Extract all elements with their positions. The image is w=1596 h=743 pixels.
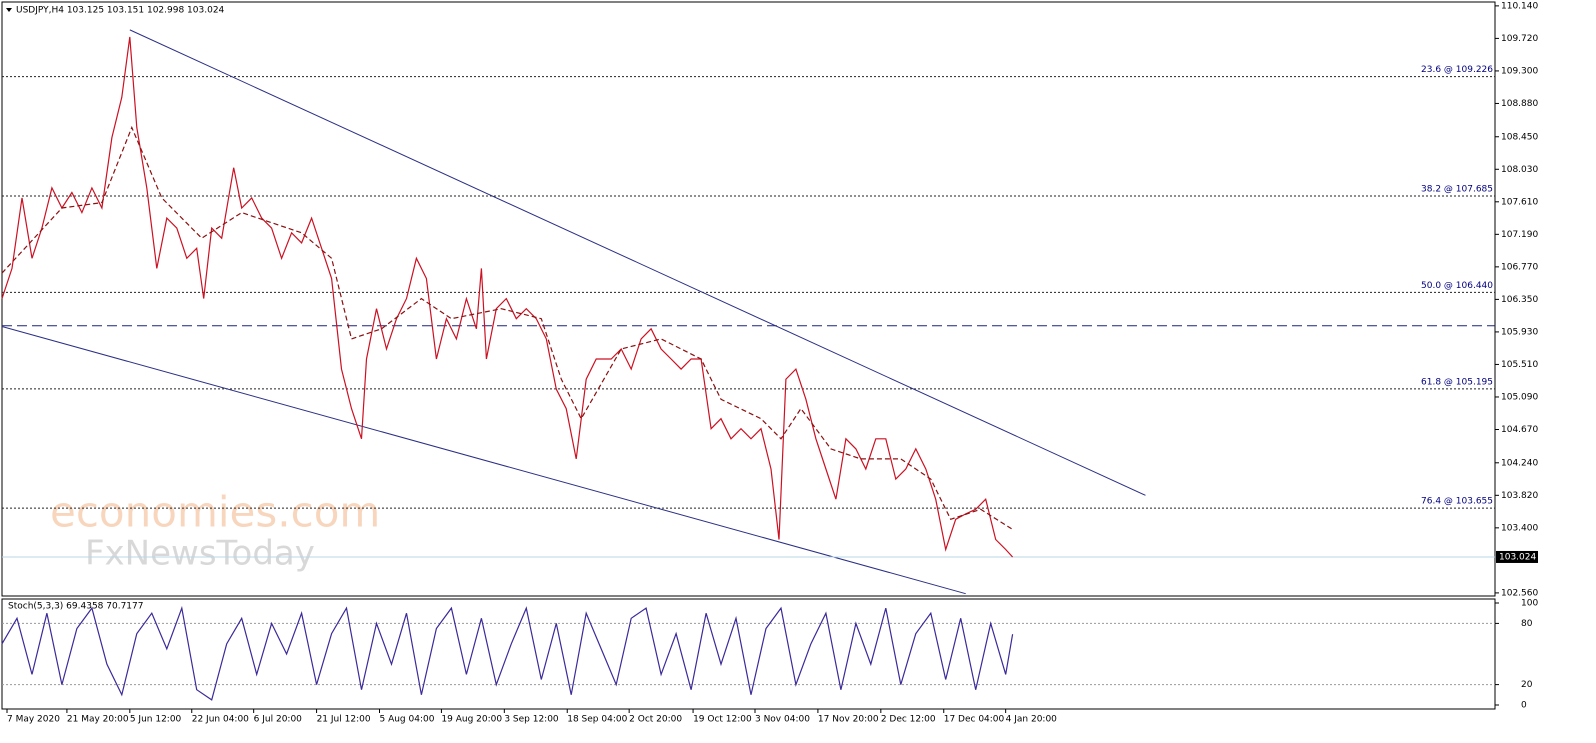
y-tick-label: 100 <box>1521 599 1538 609</box>
current-price-label: 103.024 <box>1499 552 1536 562</box>
y-tick-label: 104.240 <box>1501 458 1538 468</box>
x-tick-label: 18 Sep 04:00 <box>567 715 627 725</box>
y-tick-label: 108.880 <box>1501 99 1538 109</box>
y-tick-label: 105.090 <box>1501 392 1538 402</box>
y-tick-label: 102.560 <box>1501 588 1538 598</box>
trendline <box>129 29 1146 496</box>
y-tick-label: 105.510 <box>1501 360 1538 370</box>
chart-title: USDJPY,H4 103.125 103.151 102.998 103.02… <box>16 6 225 16</box>
y-tick-label: 0 <box>1521 701 1527 711</box>
x-tick-label: 3 Sep 12:00 <box>504 715 559 725</box>
fib-label: 38.2 @ 107.685 <box>1421 184 1493 194</box>
menu-icon[interactable] <box>6 8 12 12</box>
x-tick-label: 4 Jan 20:00 <box>1006 715 1058 725</box>
x-tick-label: 22 Jun 04:00 <box>192 715 249 725</box>
y-tick-label: 103.820 <box>1501 491 1538 501</box>
current-price-box <box>1496 550 1538 563</box>
x-tick-label: 19 Aug 20:00 <box>441 715 502 725</box>
y-tick-label: 108.450 <box>1501 132 1538 142</box>
x-tick-label: 5 Jun 12:00 <box>130 715 182 725</box>
y-tick-label: 109.300 <box>1501 66 1538 76</box>
x-tick-label: 2 Dec 12:00 <box>881 715 936 725</box>
series-line <box>1 125 1013 530</box>
y-tick-label: 104.670 <box>1501 425 1538 435</box>
y-tick-label: 107.190 <box>1501 230 1538 240</box>
y-tick-label: 110.140 <box>1501 1 1538 11</box>
y-tick-label: 108.030 <box>1501 165 1538 175</box>
y-tick-label: 105.930 <box>1501 327 1538 337</box>
y-tick-label: 106.350 <box>1501 295 1538 305</box>
watermark: FxNewsToday <box>85 534 315 574</box>
x-tick-label: 5 Aug 04:00 <box>379 715 434 725</box>
trendline <box>1 326 966 595</box>
y-tick-label: 80 <box>1521 619 1533 629</box>
y-tick-label: 106.770 <box>1501 262 1538 272</box>
x-tick-label: 17 Dec 04:00 <box>944 715 1005 725</box>
series-line <box>1 605 1014 701</box>
x-tick-label: 3 Nov 04:00 <box>755 715 810 725</box>
series-line <box>1 36 1014 558</box>
x-tick-label: 7 May 2020 <box>7 715 60 725</box>
fib-label: 50.0 @ 106.440 <box>1421 281 1493 291</box>
y-tick-label: 107.610 <box>1501 197 1538 207</box>
fib-label: 23.6 @ 109.226 <box>1421 65 1493 75</box>
x-tick-label: 19 Oct 12:00 <box>693 715 752 725</box>
stoch-title: Stoch(5,3,3) 69.4358 70.7177 <box>8 602 143 612</box>
fib-label: 61.8 @ 105.195 <box>1421 377 1493 387</box>
watermark: economies.com <box>50 488 380 537</box>
y-tick-label: 20 <box>1521 680 1533 690</box>
fib-label: 76.4 @ 103.655 <box>1421 497 1493 507</box>
x-tick-label: 6 Jul 20:00 <box>254 715 303 725</box>
y-tick-label: 103.400 <box>1501 523 1538 533</box>
x-tick-label: 21 May 20:00 <box>67 715 129 725</box>
x-tick-label: 2 Oct 20:00 <box>629 715 682 725</box>
y-tick-label: 109.720 <box>1501 34 1538 44</box>
x-tick-label: 17 Nov 20:00 <box>818 715 879 725</box>
x-tick-label: 21 Jul 12:00 <box>317 715 371 725</box>
stoch-panel <box>1 598 1496 710</box>
